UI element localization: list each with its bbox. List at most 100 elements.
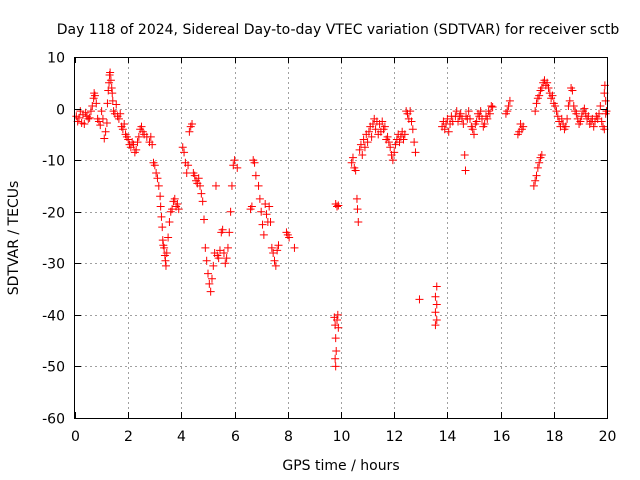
data-point xyxy=(364,127,373,136)
data-point xyxy=(485,109,494,118)
data-point xyxy=(531,107,540,116)
x-tick-labels: 0 2 4 6 8 10 12 14 16 18 20 xyxy=(71,429,616,445)
data-points xyxy=(72,68,611,371)
data-point xyxy=(102,119,111,128)
data-point xyxy=(432,282,441,291)
data-point xyxy=(561,122,570,131)
data-point xyxy=(120,120,129,129)
data-point xyxy=(100,134,109,143)
data-point xyxy=(432,316,441,325)
data-point xyxy=(353,205,362,214)
data-point xyxy=(411,148,420,157)
y-tick-label: -10 xyxy=(42,154,65,170)
data-point xyxy=(400,130,409,139)
axis-ticks xyxy=(75,57,608,419)
data-point xyxy=(150,161,159,170)
data-point xyxy=(271,261,280,270)
data-point xyxy=(565,96,574,105)
data-point xyxy=(188,120,197,129)
data-point xyxy=(472,117,481,126)
data-point xyxy=(596,101,605,110)
data-point xyxy=(388,156,397,165)
data-point xyxy=(601,96,610,105)
data-point xyxy=(106,68,115,77)
data-point xyxy=(548,91,557,100)
data-point xyxy=(201,243,210,252)
grid-lines xyxy=(75,57,607,418)
y-tick-label: 10 xyxy=(47,51,65,67)
data-point xyxy=(225,228,234,237)
data-point xyxy=(103,99,112,108)
data-point xyxy=(504,101,513,110)
data-point xyxy=(351,166,360,175)
data-point xyxy=(543,78,552,87)
data-point xyxy=(334,201,343,210)
y-tick-labels: 10 0 -10 -20 -30 -40 -50 -60 xyxy=(42,51,65,428)
data-point xyxy=(196,181,205,190)
x-tick-label: 14 xyxy=(439,429,457,445)
data-point xyxy=(154,181,163,190)
data-point xyxy=(108,96,117,105)
data-point xyxy=(148,140,157,149)
data-point xyxy=(347,158,356,167)
data-point xyxy=(97,107,106,116)
data-point xyxy=(552,107,561,116)
data-point xyxy=(107,83,116,92)
data-point xyxy=(487,101,496,110)
data-point xyxy=(535,158,544,167)
data-point xyxy=(505,96,514,105)
data-point xyxy=(274,241,283,250)
data-point xyxy=(410,138,419,147)
data-point xyxy=(219,248,228,257)
data-point xyxy=(134,132,143,141)
data-point xyxy=(226,207,235,216)
data-point xyxy=(255,194,264,203)
data-point xyxy=(251,171,260,180)
data-point xyxy=(363,138,372,147)
data-point xyxy=(602,107,611,116)
data-point xyxy=(460,150,469,159)
data-point xyxy=(112,100,121,109)
data-point xyxy=(96,121,105,130)
x-tick-label: 10 xyxy=(333,429,351,445)
data-point xyxy=(153,174,162,183)
data-point xyxy=(152,169,161,178)
data-point xyxy=(544,83,553,92)
data-point xyxy=(98,114,107,123)
data-point xyxy=(331,334,340,343)
data-point xyxy=(432,300,441,309)
data-point xyxy=(221,259,230,268)
y-tick-label: -40 xyxy=(42,309,65,325)
data-point xyxy=(431,308,440,317)
chart-title: Day 118 of 2024, Sidereal Day-to-day VTE… xyxy=(57,22,620,38)
data-point xyxy=(158,236,167,245)
data-point xyxy=(211,181,220,190)
data-point xyxy=(384,138,393,147)
x-tick-label: 16 xyxy=(493,429,511,445)
data-point xyxy=(334,323,343,332)
data-point xyxy=(258,220,267,229)
data-point xyxy=(214,254,223,263)
data-point xyxy=(197,189,206,198)
data-point xyxy=(156,202,165,211)
data-point xyxy=(407,117,416,126)
data-point xyxy=(531,176,540,185)
data-point xyxy=(332,346,341,355)
x-tick-label: 4 xyxy=(177,429,186,445)
data-point xyxy=(259,230,268,239)
data-point xyxy=(267,243,276,252)
data-point xyxy=(185,127,194,136)
data-point xyxy=(250,158,259,167)
data-point xyxy=(227,181,236,190)
data-point xyxy=(207,274,216,283)
data-point xyxy=(444,127,453,136)
data-point xyxy=(265,202,274,211)
data-point xyxy=(459,120,468,129)
data-point xyxy=(137,122,146,131)
y-tick-label: -30 xyxy=(42,257,65,273)
data-point xyxy=(146,132,155,141)
data-point xyxy=(408,125,417,134)
data-point xyxy=(355,145,364,154)
data-point xyxy=(158,223,167,232)
